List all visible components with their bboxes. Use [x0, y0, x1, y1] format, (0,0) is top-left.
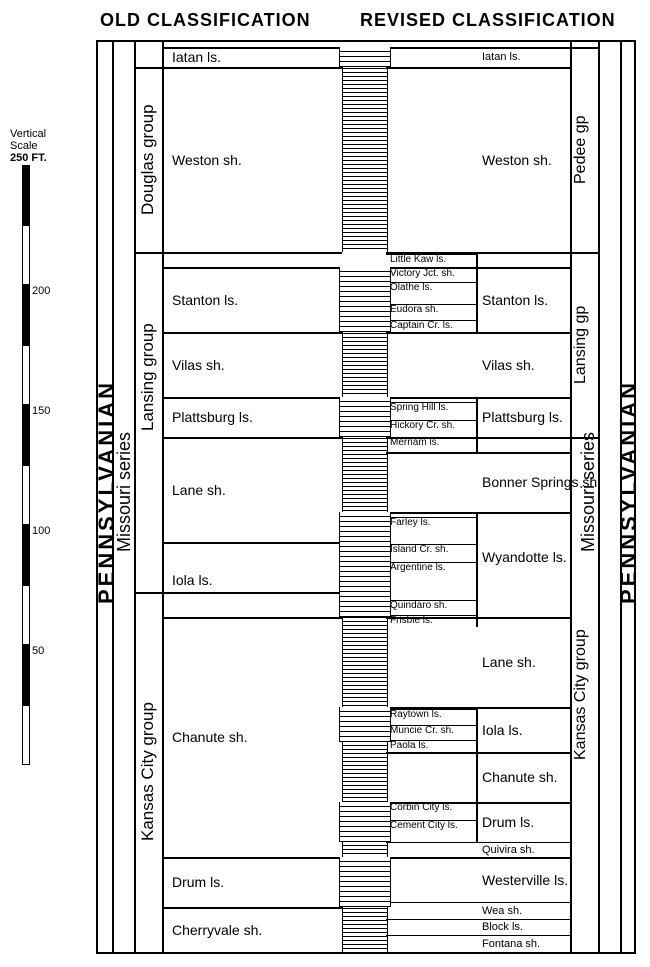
rev-group-label: Pedee gp [572, 47, 590, 252]
old-group-label: Douglas group [138, 67, 158, 252]
old-formation-label: Drum ls. [172, 874, 224, 890]
lithology-segment [342, 67, 388, 252]
lithology-segment [339, 397, 391, 437]
strat-column-diagram: OLD CLASSIFICATION REVISED CLASSIFICATIO… [10, 10, 640, 957]
scale-bar [22, 165, 30, 765]
old-formation-label: Cherryvale sh. [172, 922, 262, 938]
main-strat-box: PENNSYLVANIAN PENNSYLVANIAN Missouri ser… [96, 40, 636, 954]
old-formation-label: Lane sh. [172, 482, 226, 498]
rev-formation-label: Wea sh. [482, 905, 522, 917]
rev-formation-label: Quivira sh. [482, 844, 535, 856]
vertical-scale-label: Vertical Scale 250 FT. [10, 128, 47, 164]
lithology-segment [339, 542, 391, 617]
rev-formation-label: Wyandotte ls. [482, 549, 567, 565]
rev-formation-label: Westerville ls. [482, 872, 568, 888]
rev-member-label: Farley ls. [390, 517, 431, 528]
rev-formation-label: Block ls. [482, 921, 523, 933]
header-revised: REVISED CLASSIFICATION [360, 10, 616, 31]
rev-member-label: Merriam ls. [390, 437, 439, 448]
lithology-segment [342, 332, 388, 397]
rev-member-label: Island Cr. sh. [390, 544, 448, 555]
old-formation-label: Vilas sh. [172, 357, 225, 373]
rev-system-label: PENNSYLVANIAN [616, 242, 642, 742]
rev-member-label: Muncie Cr. sh. [390, 725, 454, 736]
old-series-label: Missouri series [114, 342, 135, 642]
member-line-4 [476, 707, 478, 842]
rev-formation-label: Weston sh. [482, 152, 552, 168]
rev-member-label: Frisbie ls. [390, 615, 433, 626]
header-old: OLD CLASSIFICATION [100, 10, 311, 31]
old-formation-label: Weston sh. [172, 152, 242, 168]
rev-formation-label: Fontana sh. [482, 938, 540, 950]
rev-group-label: Kansas City group [572, 437, 590, 952]
rev-member-label: Eudora sh. [390, 304, 438, 315]
rev-member-label: Victory Jct. sh. [390, 268, 455, 279]
lithology-column [342, 42, 386, 952]
rev-member-label: Quindaro sh. [390, 600, 447, 611]
rev-formation-label: Iatan ls. [482, 51, 521, 63]
rev-member-label: Cement City ls. [390, 820, 458, 831]
rev-formation-label: Iola ls. [482, 722, 522, 738]
scale-tick: 200 [32, 285, 50, 297]
rev-member-label: Corbin City ls. [390, 802, 452, 813]
rev-member-label: Spring Hill ls. [390, 402, 448, 413]
old-formation-label: Iola ls. [172, 572, 212, 588]
old-group-line [162, 42, 164, 952]
rev-formation-label: Bonner Springs sh. [482, 474, 601, 490]
scale-tick: 150 [32, 405, 50, 417]
old-formation-label: Stanton ls. [172, 292, 238, 308]
old-formation-label: Plattsburg ls. [172, 409, 253, 425]
rev-member-label: Olathe ls. [390, 282, 432, 293]
member-line-3 [476, 512, 478, 627]
rev-member-label: Hickory Cr. sh. [390, 420, 455, 431]
old-group-label: Lansing group [138, 252, 158, 502]
lithology-segment [339, 47, 391, 67]
rev-member-label: Little Kaw ls. [390, 254, 446, 265]
lithology-segment [342, 907, 388, 952]
member-line-1 [476, 252, 478, 332]
scale-tick: 100 [32, 525, 50, 537]
rev-formation-label: Lane sh. [482, 654, 536, 670]
rev-member-label: Argentine ls. [390, 562, 446, 573]
rev-member-label: Raytown ls. [390, 709, 442, 720]
rev-formation-label: Vilas sh. [482, 357, 535, 373]
scale-tick: 50 [32, 645, 44, 657]
rev-member-label: Paola ls. [390, 740, 428, 751]
rev-formation-label: Drum ls. [482, 814, 534, 830]
old-formation-label: Chanute sh. [172, 729, 248, 745]
rev-member-label: Captain Cr. ls. [390, 320, 453, 331]
rev-group-label: Lansing gp [572, 252, 590, 437]
rev-formation-label: Plattsburg ls. [482, 409, 563, 425]
member-line-2 [476, 397, 478, 452]
rev-formation-label: Chanute sh. [482, 769, 558, 785]
lithology-segment [339, 857, 391, 907]
old-formation-label: Iatan ls. [172, 49, 221, 65]
lithology-segment [339, 267, 391, 332]
rev-formation-label: Stanton ls. [482, 292, 548, 308]
old-group-label: Kansas City group [138, 592, 158, 952]
